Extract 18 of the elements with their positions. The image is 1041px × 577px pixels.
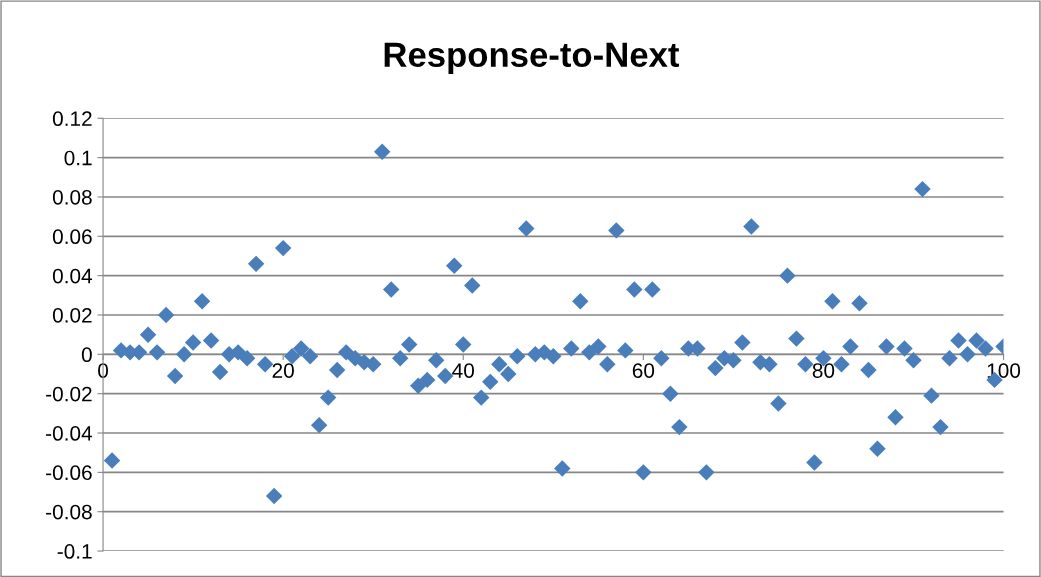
chart-title: Response-to-Next — [384, 42, 680, 74]
y-tick-label: 0 — [81, 347, 92, 363]
y-tick-label: -0.02 — [46, 386, 92, 402]
y-tick-label: 0.1 — [64, 150, 92, 166]
y-tick-label: 0.06 — [52, 229, 92, 245]
y-tick-label: 0.08 — [52, 189, 92, 205]
y-tick-label: -0.06 — [46, 465, 92, 481]
y-tick-label: 0.12 — [52, 111, 92, 127]
y-tick-label: -0.04 — [46, 426, 93, 441]
x-tick-label: 60 — [632, 363, 655, 378]
y-tick-label: 0.02 — [52, 307, 92, 323]
x-tick-label: 0 — [98, 363, 109, 378]
y-tick-label: 0.04 — [52, 268, 93, 284]
y-tick-label: -0.08 — [46, 504, 92, 520]
x-tick-label: 20 — [272, 363, 294, 378]
x-tick-label: 40 — [452, 363, 475, 378]
x-tick-label: 80 — [812, 363, 835, 378]
y-tick-label: -0.1 — [57, 544, 92, 559]
